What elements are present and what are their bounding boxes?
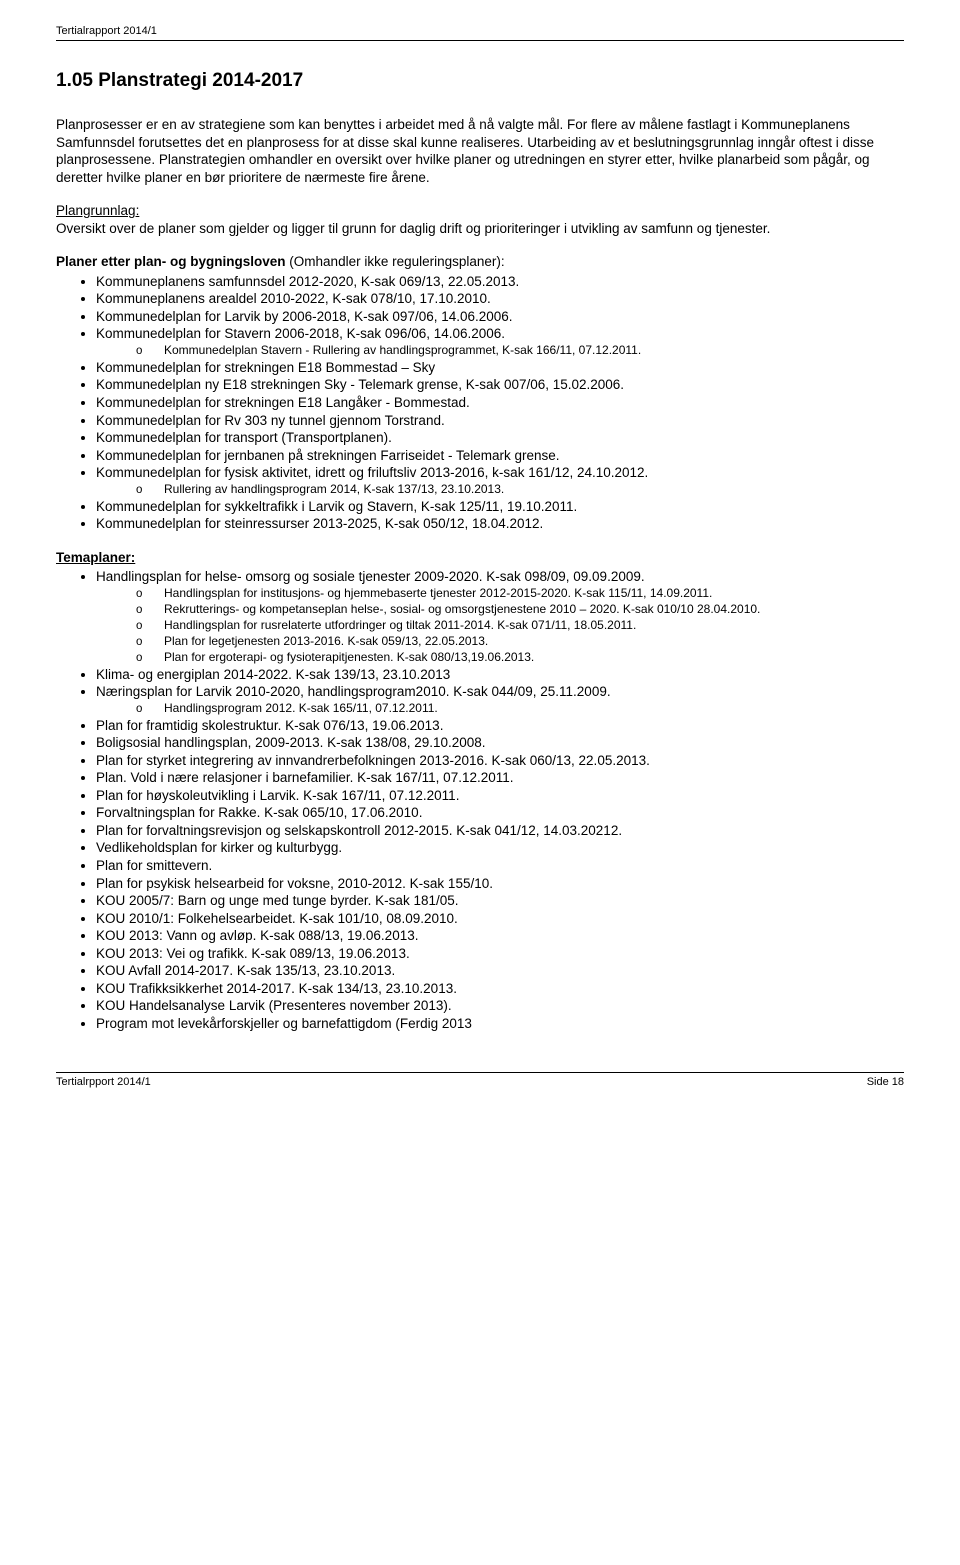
list-item: Kommunedelplan for Rv 303 ny tunnel gjen… bbox=[96, 412, 904, 430]
list-item: Plan for forvaltningsrevisjon og selskap… bbox=[96, 822, 904, 840]
list-item: Plan for framtidig skolestruktur. K-sak … bbox=[96, 717, 904, 735]
list-item: Kommuneplanens samfunnsdel 2012-2020, K-… bbox=[96, 273, 904, 291]
list-item: Plan for styrket integrering av innvandr… bbox=[96, 752, 904, 770]
sub-list-item: Plan for ergoterapi- og fysioterapitjene… bbox=[136, 650, 904, 666]
header-rule bbox=[56, 40, 904, 41]
list-item: Kommunedelplan for steinressurser 2013-2… bbox=[96, 515, 904, 533]
planer-intro-bold: Planer etter plan- og bygningsloven bbox=[56, 254, 286, 269]
list-item: Program mot levekårforskjeller og barnef… bbox=[96, 1015, 904, 1033]
list-item: Klima- og energiplan 2014-2022. K-sak 13… bbox=[96, 666, 904, 684]
page-footer: Tertialrpport 2014/1 Side 18 bbox=[56, 1072, 904, 1089]
list-item: Kommunedelplan for Larvik by 2006-2018, … bbox=[96, 308, 904, 326]
list-item: KOU Handelsanalyse Larvik (Presenteres n… bbox=[96, 997, 904, 1015]
list-item-text: Forvaltningsplan for Rakke. K-sak 065/10… bbox=[96, 805, 422, 820]
sub-list-item: Kommunedelplan Stavern - Rullering av ha… bbox=[136, 343, 904, 359]
list-item-text: Kommunedelplan for Stavern 2006-2018, K-… bbox=[96, 326, 505, 341]
sub-list: Rullering av handlingsprogram 2014, K-sa… bbox=[96, 482, 904, 498]
list-item: Kommunedelplan for Stavern 2006-2018, K-… bbox=[96, 325, 904, 358]
list-item: Handlingsplan for helse- omsorg og sosia… bbox=[96, 568, 904, 665]
sub-list-item: Handlingsplan for rusrelaterte utfordrin… bbox=[136, 618, 904, 634]
list-item-text: Handlingsplan for helse- omsorg og sosia… bbox=[96, 569, 645, 584]
list-item: KOU 2005/7: Barn og unge med tunge byrde… bbox=[96, 892, 904, 910]
list-item: KOU 2010/1: Folkehelsearbeidet. K-sak 10… bbox=[96, 910, 904, 928]
sub-list-item: Plan for legetjenesten 2013-2016. K-sak … bbox=[136, 634, 904, 650]
list-item-text: Vedlikeholdsplan for kirker og kulturbyg… bbox=[96, 840, 342, 855]
list-item: Vedlikeholdsplan for kirker og kulturbyg… bbox=[96, 839, 904, 857]
list-item: KOU Trafikksikkerhet 2014-2017. K-sak 13… bbox=[96, 980, 904, 998]
list-item-text: Plan. Vold i nære relasjoner i barnefami… bbox=[96, 770, 514, 785]
list-item-text: Klima- og energiplan 2014-2022. K-sak 13… bbox=[96, 667, 450, 682]
list-item-text: KOU 2013: Vei og trafikk. K-sak 089/13, … bbox=[96, 946, 410, 961]
list-item: Plan for høyskoleutvikling i Larvik. K-s… bbox=[96, 787, 904, 805]
planer-intro: Planer etter plan- og bygningsloven (Omh… bbox=[56, 253, 904, 271]
page-header: Tertialrapport 2014/1 bbox=[56, 24, 904, 38]
list-item: Plan. Vold i nære relasjoner i barnefami… bbox=[96, 769, 904, 787]
list-item-text: Program mot levekårforskjeller og barnef… bbox=[96, 1016, 472, 1031]
list-item-text: KOU 2005/7: Barn og unge med tunge byrde… bbox=[96, 893, 458, 908]
footer-rule bbox=[56, 1072, 904, 1073]
list-item-text: Kommunedelplan for transport (Transportp… bbox=[96, 430, 392, 445]
list-item-text: Kommunedelplan for sykkeltrafikk i Larvi… bbox=[96, 499, 577, 514]
sub-list: Handlingsplan for institusjons- og hjemm… bbox=[96, 586, 904, 666]
list-item: Plan for psykisk helsearbeid for voksne,… bbox=[96, 875, 904, 893]
footer-right: Side 18 bbox=[867, 1075, 904, 1089]
list-item: Næringsplan for Larvik 2010-2020, handli… bbox=[96, 683, 904, 716]
temaplaner-list: Handlingsplan for helse- omsorg og sosia… bbox=[56, 568, 904, 1032]
list-item-text: Plan for smittevern. bbox=[96, 858, 212, 873]
list-item: Kommunedelplan for fysisk aktivitet, idr… bbox=[96, 464, 904, 497]
list-item-text: KOU Handelsanalyse Larvik (Presenteres n… bbox=[96, 998, 452, 1013]
list-item-text: Kommunedelplan ny E18 strekningen Sky - … bbox=[96, 377, 624, 392]
sub-list-item: Handlingsprogram 2012. K-sak 165/11, 07.… bbox=[136, 701, 904, 717]
planer-list: Kommuneplanens samfunnsdel 2012-2020, K-… bbox=[56, 273, 904, 533]
list-item: Kommuneplanens arealdel 2010-2022, K-sak… bbox=[96, 290, 904, 308]
list-item-text: Plan for forvaltningsrevisjon og selskap… bbox=[96, 823, 622, 838]
list-item: Kommunedelplan for strekningen E18 Bomme… bbox=[96, 359, 904, 377]
list-item-text: Plan for høyskoleutvikling i Larvik. K-s… bbox=[96, 788, 459, 803]
sub-list: Handlingsprogram 2012. K-sak 165/11, 07.… bbox=[96, 701, 904, 717]
sub-list-item: Rekrutterings- og kompetanseplan helse-,… bbox=[136, 602, 904, 618]
document-page: Tertialrapport 2014/1 1.05 Planstrategi … bbox=[0, 0, 960, 1110]
plangrunnlag-label: Plangrunnlag: bbox=[56, 203, 139, 218]
list-item-text: Kommunedelplan for jernbanen på streknin… bbox=[96, 448, 560, 463]
list-item: Kommunedelplan for jernbanen på streknin… bbox=[96, 447, 904, 465]
list-item-text: KOU Trafikksikkerhet 2014-2017. K-sak 13… bbox=[96, 981, 457, 996]
list-item: Kommunedelplan for transport (Transportp… bbox=[96, 429, 904, 447]
sub-list-item: Handlingsplan for institusjons- og hjemm… bbox=[136, 586, 904, 602]
list-item: KOU Avfall 2014-2017. K-sak 135/13, 23.1… bbox=[96, 962, 904, 980]
list-item: KOU 2013: Vei og trafikk. K-sak 089/13, … bbox=[96, 945, 904, 963]
list-item-text: Kommunedelplan for fysisk aktivitet, idr… bbox=[96, 465, 648, 480]
list-item-text: Kommunedelplan for steinressurser 2013-2… bbox=[96, 516, 543, 531]
sub-list-item: Rullering av handlingsprogram 2014, K-sa… bbox=[136, 482, 904, 498]
list-item-text: KOU 2013: Vann og avløp. K-sak 088/13, 1… bbox=[96, 928, 418, 943]
list-item: Forvaltningsplan for Rakke. K-sak 065/10… bbox=[96, 804, 904, 822]
list-item-text: Kommuneplanens arealdel 2010-2022, K-sak… bbox=[96, 291, 491, 306]
footer-left: Tertialrpport 2014/1 bbox=[56, 1075, 151, 1089]
list-item-text: Kommunedelplan for strekningen E18 Langå… bbox=[96, 395, 470, 410]
list-item-text: Kommunedelplan for strekningen E18 Bomme… bbox=[96, 360, 435, 375]
planer-intro-rest: (Omhandler ikke reguleringsplaner): bbox=[286, 254, 505, 269]
list-item-text: Kommunedelplan for Larvik by 2006-2018, … bbox=[96, 309, 513, 324]
list-item-text: KOU Avfall 2014-2017. K-sak 135/13, 23.1… bbox=[96, 963, 395, 978]
list-item: Kommunedelplan ny E18 strekningen Sky - … bbox=[96, 376, 904, 394]
sub-list: Kommunedelplan Stavern - Rullering av ha… bbox=[96, 343, 904, 359]
list-item-text: Plan for framtidig skolestruktur. K-sak … bbox=[96, 718, 443, 733]
list-item: Kommunedelplan for sykkeltrafikk i Larvi… bbox=[96, 498, 904, 516]
list-item: KOU 2013: Vann og avløp. K-sak 088/13, 1… bbox=[96, 927, 904, 945]
intro-paragraph: Planprosesser er en av strategiene som k… bbox=[56, 116, 904, 186]
plangrunnlag-paragraph: Plangrunnlag: Oversikt over de planer so… bbox=[56, 202, 904, 237]
list-item-text: KOU 2010/1: Folkehelsearbeidet. K-sak 10… bbox=[96, 911, 458, 926]
list-item-text: Næringsplan for Larvik 2010-2020, handli… bbox=[96, 684, 611, 699]
plangrunnlag-text: Oversikt over de planer som gjelder og l… bbox=[56, 221, 770, 236]
list-item: Kommunedelplan for strekningen E18 Langå… bbox=[96, 394, 904, 412]
list-item-text: Boligsosial handlingsplan, 2009-2013. K-… bbox=[96, 735, 486, 750]
list-item: Plan for smittevern. bbox=[96, 857, 904, 875]
list-item-text: Kommunedelplan for Rv 303 ny tunnel gjen… bbox=[96, 413, 445, 428]
list-item-text: Plan for styrket integrering av innvandr… bbox=[96, 753, 650, 768]
list-item-text: Plan for psykisk helsearbeid for voksne,… bbox=[96, 876, 493, 891]
temaplaner-label-row: Temaplaner: bbox=[56, 549, 904, 567]
temaplaner-label: Temaplaner: bbox=[56, 550, 135, 565]
list-item-text: Kommuneplanens samfunnsdel 2012-2020, K-… bbox=[96, 274, 519, 289]
section-heading: 1.05 Planstrategi 2014-2017 bbox=[56, 69, 904, 94]
list-item: Boligsosial handlingsplan, 2009-2013. K-… bbox=[96, 734, 904, 752]
